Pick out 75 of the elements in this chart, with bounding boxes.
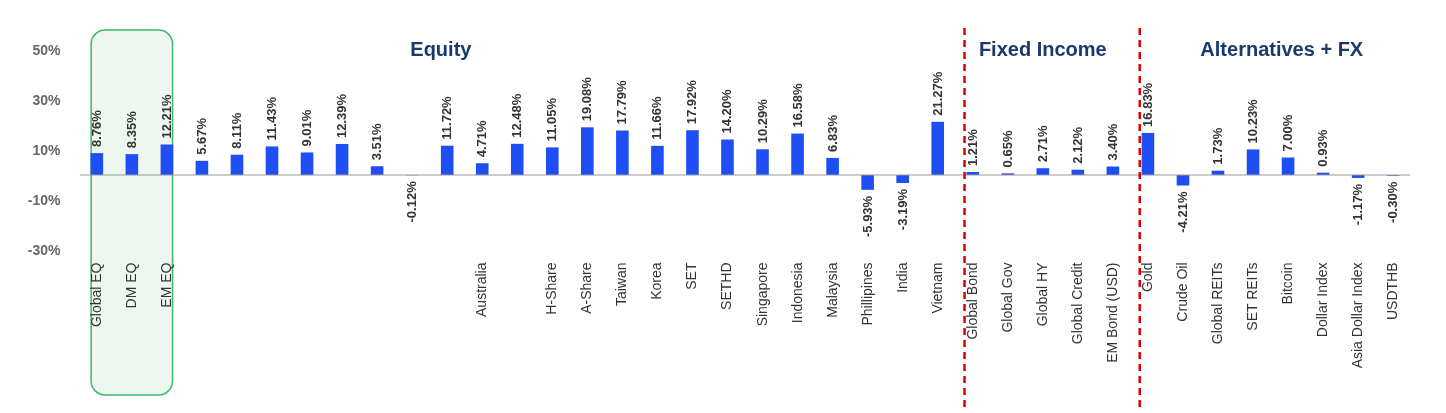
data-label: 11.43% [264, 96, 279, 141]
x-tick-label: USDTHB [1384, 262, 1401, 321]
annotation: Alternatives + FX [1200, 38, 1364, 60]
x-tick-label: Global Gov [998, 262, 1015, 333]
x-tick-label: Malaysia [823, 262, 840, 318]
x-tick-label: Korea [648, 262, 665, 300]
x-tick-label: Gold [1138, 262, 1155, 293]
data-label: 2.12% [1069, 126, 1085, 164]
x-tick-label: India [893, 262, 910, 293]
y-tick-label: -10% [27, 191, 62, 208]
x-tick-label: A-Share [578, 262, 595, 314]
data-label: 17.79% [614, 79, 630, 125]
data-label: 10.29% [754, 98, 770, 144]
data-label: 5.67% [193, 117, 209, 155]
x-tick-label: EM Bond (USD) [1103, 262, 1120, 363]
x-tick-label: Australia [473, 262, 490, 317]
x-tick-label: Global HY [1033, 261, 1050, 327]
x-tick-label: Taiwan [613, 262, 630, 307]
data-label: 12.48% [509, 93, 525, 138]
data-label: 3.40% [1104, 123, 1120, 161]
data-label: 16.58% [789, 83, 805, 128]
data-label: 10.23% [1245, 98, 1261, 144]
data-label: 12.21% [158, 93, 174, 139]
x-tick-label: Global REITs [1209, 262, 1225, 345]
data-label: 19.08% [579, 76, 595, 122]
x-tick-label: SETHD [718, 262, 735, 310]
x-tick-label: Global Bond [963, 262, 980, 340]
x-tick-label: EM EQ [157, 262, 174, 308]
data-label: 11.72% [439, 95, 455, 140]
data-label: 1.21% [964, 128, 980, 166]
x-tick-label: DM EQ [122, 262, 139, 309]
data-label: 8.35% [123, 110, 139, 149]
data-label: 2.71% [1034, 124, 1050, 163]
x-tick-label: Singapore [753, 262, 770, 327]
data-label: 11.66% [649, 96, 665, 140]
data-label: -5.93% [859, 195, 875, 238]
data-label: 12.39% [334, 93, 350, 139]
x-tick-label: SET REITs [1244, 262, 1261, 331]
y-tick-label: 50% [32, 41, 62, 58]
data-label: 7.00% [1280, 114, 1296, 152]
x-tick-label: Bitcoin [1279, 262, 1296, 305]
x-tick-label: SET [683, 262, 700, 290]
data-label: 6.83% [824, 114, 840, 152]
data-label: 11.05% [544, 97, 560, 142]
x-tick-label: Phillipines [858, 262, 875, 326]
x-tick-label: H-Share [543, 262, 560, 315]
y-tick-label: -30% [27, 241, 62, 258]
x-tick-label: Vietnam [928, 262, 945, 314]
data-label: 1.73% [1210, 127, 1225, 165]
x-tick-label: Indonesia [788, 262, 805, 324]
data-label: 4.71% [474, 119, 490, 158]
data-label: 8.11% [228, 112, 244, 149]
y-tick-label: 10% [32, 141, 62, 158]
data-label: 0.65% [999, 130, 1015, 168]
data-label: 9.01% [299, 109, 315, 147]
data-label: 3.51% [369, 122, 385, 161]
annotation: Fixed Income [978, 38, 1107, 60]
data-label: -1.17% [1350, 183, 1366, 226]
x-tick-label: Crude Oil [1173, 262, 1190, 322]
x-tick-label: Dollar Index [1314, 262, 1331, 338]
data-label: 17.92% [684, 79, 700, 125]
data-label: -0.12% [404, 180, 420, 223]
x-tick-label: Asia Dollar Index [1349, 262, 1366, 369]
data-label: 8.76% [88, 109, 104, 148]
x-tick-label: Global EQ [87, 262, 104, 328]
data-label: 14.20% [719, 88, 735, 134]
data-label: -3.19% [894, 188, 910, 231]
data-label: 21.27% [929, 71, 945, 116]
data-label: 0.93% [1315, 129, 1331, 167]
data-label: 16.83% [1139, 82, 1155, 127]
annotation: Equity [410, 38, 473, 60]
data-label: -4.21% [1174, 191, 1190, 233]
data-label: -0.30% [1385, 181, 1401, 223]
x-tick-label: Global Credit [1068, 262, 1085, 345]
y-tick-label: 30% [32, 91, 62, 108]
